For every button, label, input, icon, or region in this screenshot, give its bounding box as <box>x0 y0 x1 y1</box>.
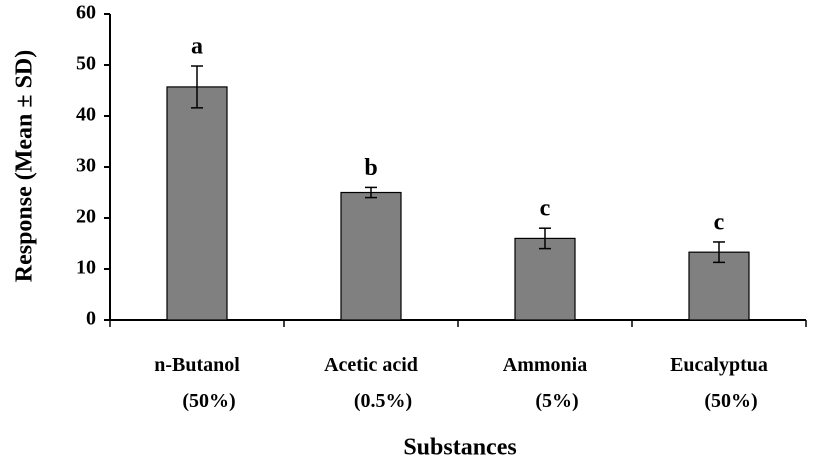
y-tick-label: 30 <box>76 155 96 177</box>
y-axis-title: Response (Mean ± SD) <box>12 50 38 283</box>
x-tick-label: Eucalyptua (50%) <box>670 354 768 412</box>
x-tick-label: Acetic acid (0.5%) <box>324 354 418 412</box>
significance-label: b <box>364 155 377 181</box>
error-bar <box>365 186 377 199</box>
bar <box>166 86 228 321</box>
y-tick-label: 40 <box>76 104 96 126</box>
bar <box>340 191 402 321</box>
significance-label: c <box>714 209 725 235</box>
bar <box>688 251 750 321</box>
y-tick-label: 20 <box>76 206 96 228</box>
x-tick-label: Ammonia (5%) <box>503 354 587 412</box>
y-tick-label: 0 <box>86 308 96 330</box>
x-axis-title: Substances <box>403 435 516 461</box>
y-tick-label: 60 <box>76 2 96 24</box>
x-tick-label: n-Butanol (50%) <box>154 354 240 412</box>
error-bar <box>713 241 725 264</box>
bar <box>514 237 576 321</box>
error-bar <box>191 65 203 109</box>
error-bar <box>539 227 551 250</box>
y-tick-label: 50 <box>76 53 96 75</box>
y-tick-label: 10 <box>76 257 96 279</box>
significance-label: c <box>540 196 551 222</box>
significance-label: a <box>191 34 203 60</box>
